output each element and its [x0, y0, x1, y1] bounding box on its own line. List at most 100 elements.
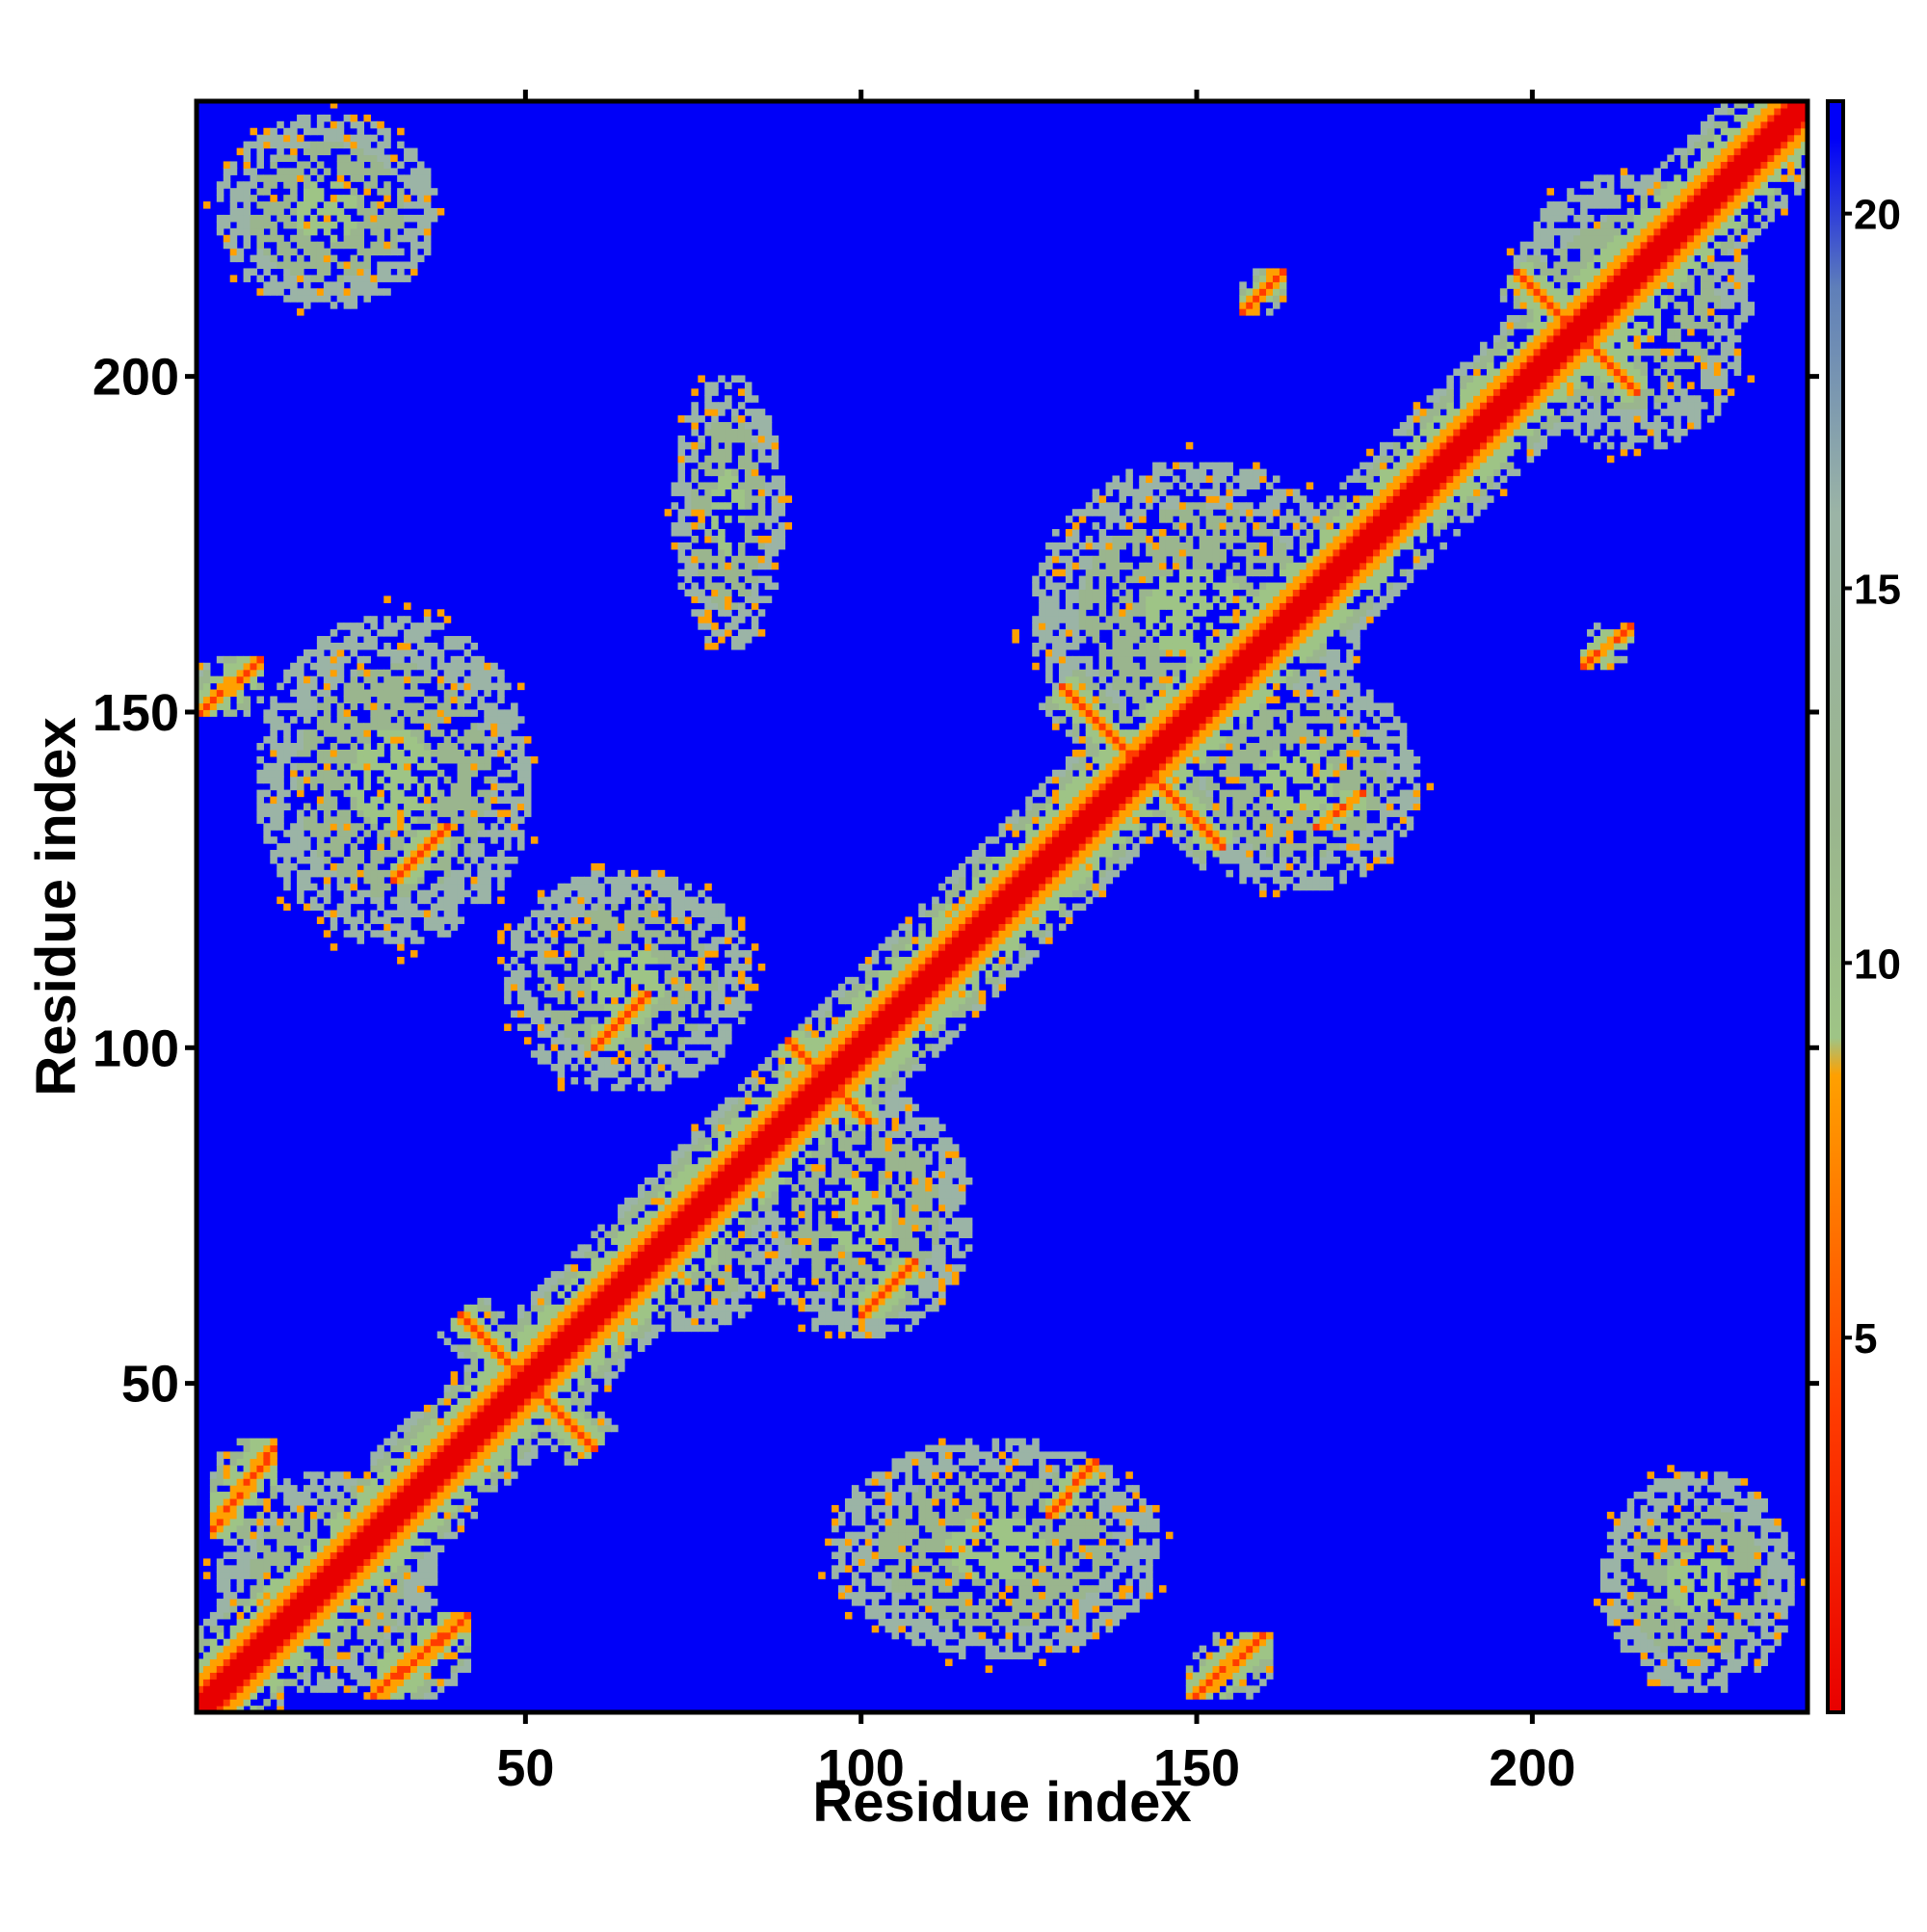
heatmap-cell — [457, 1411, 465, 1419]
heatmap-cell — [731, 622, 739, 630]
heatmap-cell — [250, 655, 258, 664]
heatmap-cell — [370, 1578, 378, 1586]
heatmap-cell — [323, 702, 331, 710]
heatmap-cell — [223, 1692, 231, 1700]
heatmap-cell — [229, 1685, 238, 1693]
heatmap-cell — [657, 1171, 666, 1178]
heatmap-cell — [297, 227, 304, 236]
heatmap-cell — [363, 1585, 371, 1593]
heatmap-cell — [343, 1485, 352, 1493]
heatmap-cell — [404, 1478, 411, 1486]
heatmap-cell — [511, 823, 518, 831]
heatmap-cell — [263, 134, 271, 143]
heatmap-cell — [725, 930, 732, 938]
heatmap-cell — [370, 227, 378, 236]
heatmap-cell — [530, 1344, 539, 1352]
heatmap-cell — [290, 743, 298, 751]
heatmap-cell — [410, 930, 418, 938]
heatmap-cell — [718, 1290, 726, 1299]
heatmap-cell — [470, 1451, 478, 1459]
heatmap-cell — [309, 648, 318, 657]
heatmap-cell — [350, 1572, 358, 1579]
heatmap-cell — [343, 696, 352, 703]
heatmap-cell — [484, 675, 491, 684]
heatmap-cell — [664, 1076, 673, 1085]
heatmap-cell — [550, 1371, 559, 1379]
heatmap-cell — [430, 1458, 438, 1466]
heatmap-cell — [283, 1652, 291, 1660]
heatmap-cell — [290, 295, 298, 303]
heatmap-cell — [725, 629, 732, 637]
heatmap-cell — [450, 1424, 459, 1433]
heatmap-cell — [323, 1538, 331, 1547]
heatmap-cell — [397, 1511, 405, 1520]
heatmap-cell — [457, 916, 465, 924]
heatmap-cell — [570, 1351, 579, 1359]
heatmap-cell — [330, 1685, 338, 1693]
heatmap-cell — [751, 1110, 759, 1119]
heatmap-cell — [744, 428, 752, 437]
heatmap-cell — [370, 1592, 378, 1600]
heatmap-cell — [684, 575, 692, 584]
heatmap-cell — [637, 1284, 646, 1292]
heatmap-cell — [304, 275, 311, 282]
heatmap-cell — [309, 1551, 318, 1560]
heatmap-cell — [377, 789, 384, 798]
heatmap-cell — [270, 181, 277, 189]
heatmap-cell — [416, 1518, 425, 1526]
heatmap-cell — [584, 1344, 592, 1352]
heatmap-cell — [644, 1251, 652, 1258]
heatmap-cell — [457, 816, 465, 824]
heatmap-cell — [370, 275, 378, 282]
heatmap-cell — [457, 1631, 465, 1640]
heatmap-cell — [443, 803, 452, 810]
heatmap-cell — [704, 535, 712, 543]
heatmap-cell — [383, 1478, 391, 1486]
heatmap-cell — [277, 134, 284, 143]
heatmap-cell — [330, 288, 338, 296]
heatmap-cell — [363, 1625, 371, 1633]
heatmap-cell — [404, 830, 411, 837]
heatmap-cell — [270, 254, 277, 263]
heatmap-cell — [363, 1578, 371, 1586]
heatmap-cell — [604, 1271, 612, 1279]
heatmap-cell — [397, 174, 405, 182]
heatmap-cell — [618, 937, 625, 944]
heatmap-cell — [436, 755, 445, 764]
heatmap-cell — [624, 1037, 632, 1045]
heatmap-cell — [297, 1565, 304, 1573]
heatmap-cell — [597, 1030, 605, 1038]
heatmap-cell — [704, 555, 712, 564]
heatmap-cell — [677, 950, 686, 958]
heatmap-cell — [744, 1177, 752, 1185]
heatmap-cell — [397, 1665, 405, 1673]
heatmap-cell — [698, 495, 705, 503]
heatmap-cell — [577, 910, 585, 918]
heatmap-cell — [677, 903, 686, 912]
heatmap-cell — [216, 1565, 224, 1573]
heatmap-cell — [323, 208, 331, 216]
heatmap-cell — [350, 1538, 358, 1547]
heatmap-cell — [263, 1438, 271, 1446]
heatmap-cell — [390, 241, 398, 250]
heatmap-cell — [644, 1297, 652, 1306]
heatmap-cell — [343, 709, 352, 717]
heatmap-cell — [270, 281, 277, 289]
heatmap-cell — [504, 830, 512, 837]
heatmap-cell — [517, 755, 525, 764]
heatmap-cell — [197, 1665, 204, 1673]
heatmap-cell — [323, 1605, 331, 1613]
heatmap-cell — [550, 1284, 559, 1292]
heatmap-cell — [223, 1531, 231, 1540]
heatmap-cell — [490, 856, 498, 864]
heatmap-cell — [490, 1485, 498, 1493]
heatmap-cell — [684, 990, 692, 998]
heatmap-cell — [597, 1324, 605, 1333]
heatmap-cell — [584, 1244, 592, 1252]
heatmap-cell — [390, 749, 398, 757]
heatmap-cell — [644, 1231, 652, 1239]
heatmap-cell — [737, 1190, 746, 1199]
heatmap-cell — [397, 1471, 405, 1479]
heatmap-cell — [591, 1385, 598, 1392]
heatmap-cell — [216, 1558, 224, 1566]
